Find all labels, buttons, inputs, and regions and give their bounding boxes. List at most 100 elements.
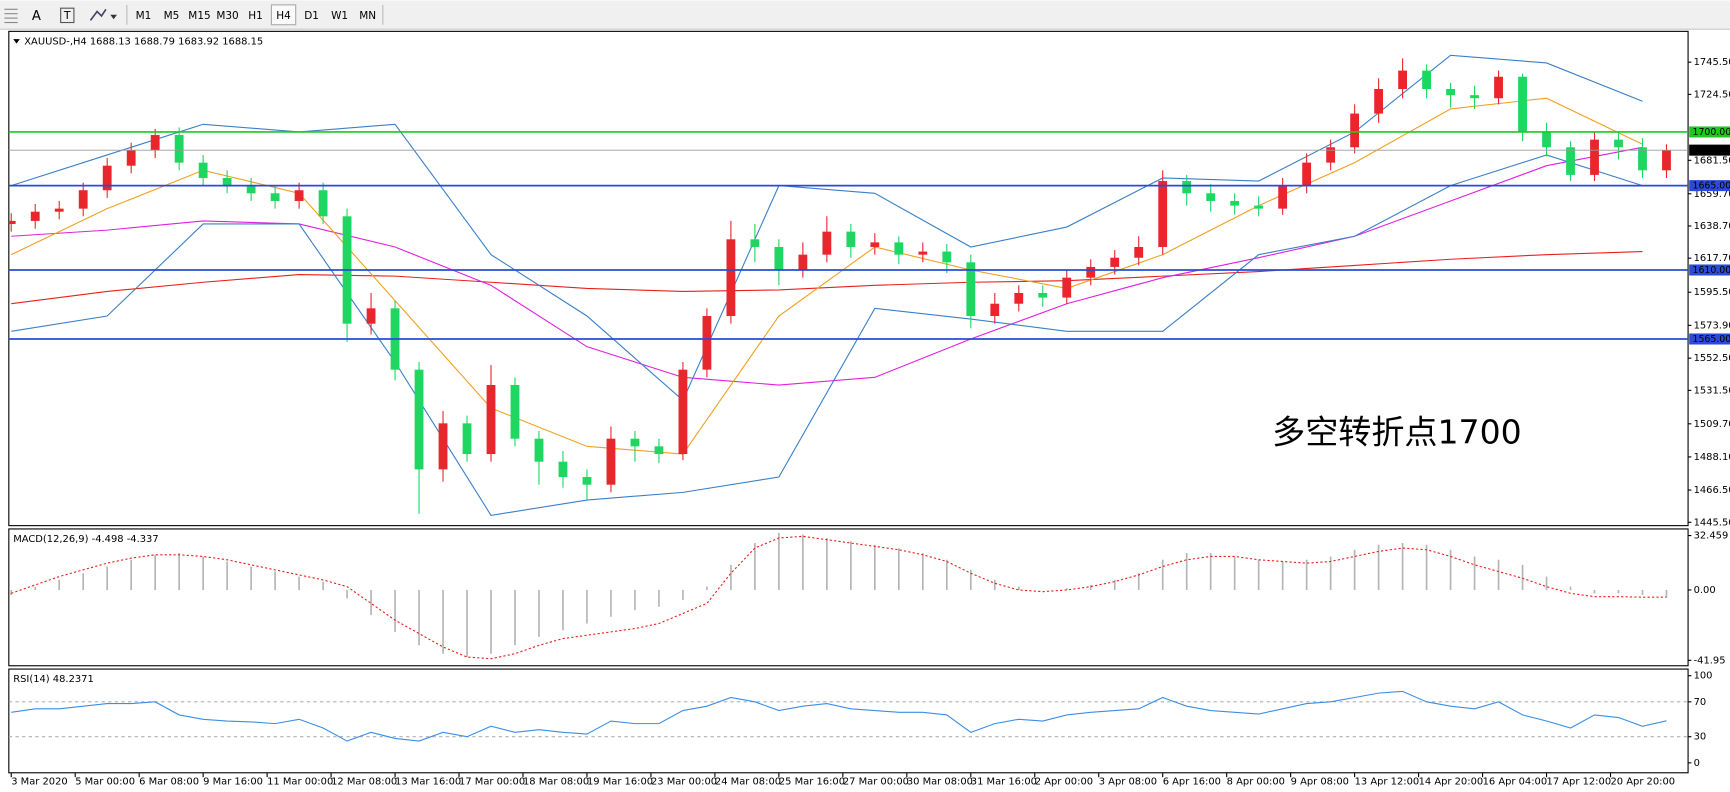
candle-body (1158, 181, 1168, 247)
candle-body (1422, 70, 1432, 90)
candle-body (1566, 147, 1575, 175)
panel-title: MACD(12,26,9) -4.498 -4.337 (13, 534, 158, 545)
text-tool[interactable]: A (32, 9, 41, 24)
symbol-menu-arrow[interactable] (13, 39, 20, 44)
indicator-line (11, 251, 1643, 305)
candle-body (30, 211, 40, 221)
y-tick-label: 1445.50 (1694, 517, 1730, 528)
y-tick-label: 1573.90 (1694, 320, 1730, 331)
level-label-bg (1689, 126, 1730, 138)
candle-body (8, 220, 16, 224)
x-tick-label: 31 Mar 16:00 (971, 777, 1037, 788)
candle-body (318, 190, 328, 217)
y-tick-label: 1466.50 (1694, 485, 1730, 496)
candle-body (870, 242, 880, 247)
macd-panel (8, 528, 1689, 667)
x-tick-label: 23 Mar 00:00 (651, 777, 717, 788)
candle-body (1062, 277, 1072, 298)
y-tick-label: 30 (1694, 732, 1707, 743)
candle-body (894, 242, 904, 255)
x-tick-label: 25 Mar 16:00 (779, 777, 845, 788)
x-tick-label: 17 Apr 12:00 (1547, 777, 1612, 788)
level-label: 1610.00 (1692, 265, 1730, 276)
candle-body (1326, 147, 1336, 163)
candle-body (54, 208, 64, 212)
candle-body (1230, 200, 1240, 206)
rsi-panel (8, 668, 1689, 774)
y-tick-label: 1638.70 (1694, 221, 1730, 232)
candle-body (630, 438, 640, 447)
candle-body (1662, 150, 1671, 171)
y-tick-label: 1681.50 (1694, 155, 1730, 166)
candle-body (750, 239, 760, 247)
candle-body (918, 251, 928, 255)
candle-body (582, 477, 592, 485)
annotation: 多空转折点1700 (1272, 413, 1522, 452)
candle-body (438, 423, 448, 470)
x-tick-label: 14 Apr 20:00 (1419, 777, 1484, 788)
timeframe-button[interactable]: M1 (136, 10, 152, 22)
candle-body (678, 369, 688, 455)
x-tick-label: 9 Mar 16:00 (203, 777, 263, 788)
x-tick-label: 6 Mar 08:00 (139, 777, 199, 788)
y-tick-label: 100 (1694, 671, 1713, 682)
candle-body (798, 254, 808, 270)
x-tick-label: 27 Mar 00:00 (843, 777, 909, 788)
timeframe-button[interactable]: MN (359, 10, 376, 22)
candle-body (78, 190, 88, 209)
y-tick-label: 32.459 (1694, 531, 1729, 542)
rsi-line (11, 690, 1667, 742)
timeframe-button[interactable]: M30 (216, 10, 238, 22)
y-tick-label: 0.00 (1694, 585, 1716, 596)
indicator-line (10, 97, 1643, 455)
candle-body (366, 308, 376, 324)
shapes-tool[interactable] (89, 8, 107, 21)
level-label-bg (1689, 333, 1730, 345)
candle-body (966, 262, 976, 316)
candle-body (846, 231, 856, 247)
timeframe-button[interactable]: M5 (164, 10, 180, 22)
candle-body (102, 165, 112, 191)
x-tick-label: 17 Mar 00:00 (459, 777, 525, 788)
y-tick-label: -41.95 (1694, 655, 1726, 666)
x-tick-label: 3 Mar 2020 (11, 777, 68, 788)
signal-line (11, 535, 1667, 660)
timeframe-button[interactable]: D1 (304, 10, 319, 22)
candle-body (1182, 181, 1192, 194)
candle-body (558, 461, 568, 478)
label-tool[interactable]: T (63, 9, 71, 22)
label-tool-frame[interactable] (60, 7, 75, 24)
candle-body (1206, 193, 1216, 201)
panel-plot (8, 54, 1671, 516)
panel-title: RSI(14) 48.2371 (13, 674, 94, 685)
candle-body (1470, 95, 1479, 99)
candle-body (990, 303, 1000, 316)
candle-body (126, 150, 136, 166)
candle-body (654, 446, 664, 455)
candle-body (414, 369, 424, 470)
timeframe-button[interactable]: H4 (276, 10, 291, 22)
candle-body (1374, 89, 1384, 114)
timeframe-button[interactable]: H1 (248, 10, 263, 22)
candle-body (1494, 76, 1503, 99)
last-price-bg (1689, 144, 1730, 156)
candle-body (222, 177, 232, 186)
y-tick-label: 1488.10 (1694, 452, 1730, 463)
candle-body (150, 135, 160, 151)
level-label: 1700.00 (1692, 127, 1730, 138)
candle-body (942, 251, 952, 263)
last-price-label: 1688.15 (1692, 145, 1730, 156)
candle-body (1518, 76, 1527, 132)
dropdown-arrow[interactable] (110, 14, 117, 20)
y-tick-label: 1659.70 (1694, 189, 1730, 200)
timeframe-button[interactable]: M15 (188, 10, 210, 22)
candle-body (1590, 139, 1599, 175)
candle-body (246, 185, 256, 194)
toolbar: A T M1 M5 M15 M30 H1 H4 D1 W1 MN (0, 0, 1730, 30)
x-tick-label: 13 Mar 16:00 (395, 777, 461, 788)
x-tick-label: 19 Mar 16:00 (587, 777, 653, 788)
timeframe-button[interactable]: W1 (331, 10, 348, 22)
x-tick-label: 2 Apr 00:00 (1035, 777, 1093, 788)
candle-body (1134, 246, 1144, 258)
